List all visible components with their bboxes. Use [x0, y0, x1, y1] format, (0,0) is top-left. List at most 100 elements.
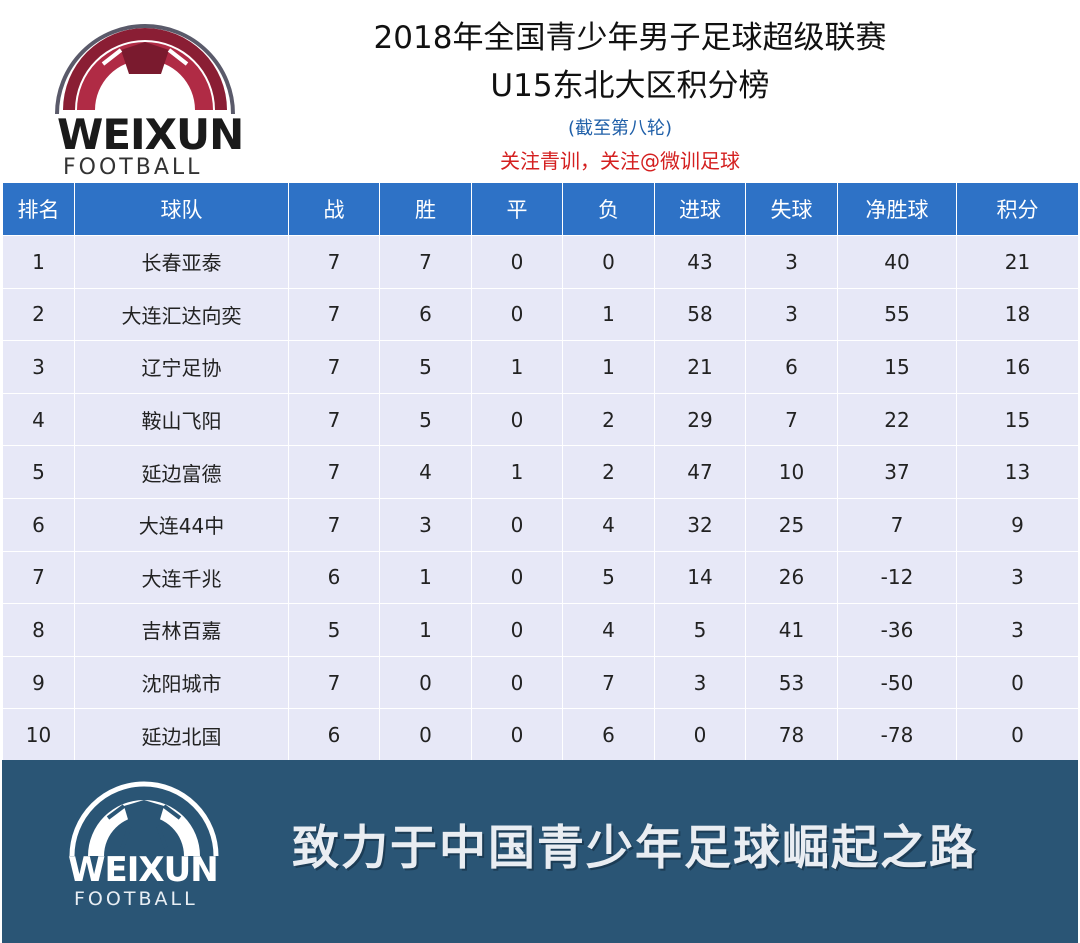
table-row: 2 大连汇达向奕 7 6 0 1 58 3 55 18 [2, 287, 1079, 342]
cell-won: 0 [379, 655, 472, 710]
cell-drawn: 0 [471, 392, 563, 447]
cell-points: 0 [956, 708, 1079, 762]
cell-drawn: 1 [471, 340, 563, 394]
cell-team: 大连千兆 [74, 550, 289, 605]
cell-points: 9 [956, 497, 1079, 552]
round-note: (截至第八轮) [567, 118, 673, 139]
cell-goal-diff: 37 [837, 445, 957, 499]
cell-goal-diff: 40 [837, 235, 957, 289]
cell-team: 大连汇达向奕 [74, 287, 289, 342]
cell-team: 延边北国 [74, 708, 289, 762]
table-row: 7 大连千兆 6 1 0 5 14 26 -12 3 [2, 550, 1079, 605]
cell-played: 6 [288, 550, 380, 605]
cell-goal-diff: 15 [837, 340, 957, 394]
cell-goal-diff: 7 [837, 497, 957, 552]
cell-points: 15 [956, 392, 1079, 447]
cell-played: 7 [288, 287, 380, 342]
logo-subtext: FOOTBALL [63, 155, 203, 180]
cell-goals-for: 14 [654, 550, 746, 605]
cell-played: 7 [288, 655, 380, 710]
col-rank: 排名 [2, 182, 75, 236]
cell-rank: 4 [2, 392, 75, 447]
cell-lost: 1 [562, 287, 655, 342]
cell-goal-diff: -36 [837, 603, 957, 657]
standings-table: 排名 球队 战 胜 平 负 进球 失球 净胜球 积分 1 长春亚泰 7 7 0 … [2, 182, 1079, 762]
cell-lost: 4 [562, 497, 655, 552]
footer-subtext: FOOTBALL [74, 888, 198, 910]
cell-goals-against: 7 [745, 392, 838, 447]
cell-team: 大连44中 [74, 497, 289, 552]
cell-goal-diff: -12 [837, 550, 957, 605]
table-row: 8 吉林百嘉 5 1 0 4 5 41 -36 3 [2, 603, 1079, 657]
cell-goal-diff: 22 [837, 392, 957, 447]
cell-lost: 6 [562, 708, 655, 762]
cell-goals-against: 41 [745, 603, 838, 657]
col-goals-for: 进球 [654, 182, 746, 236]
cell-goal-diff: -50 [837, 655, 957, 710]
cell-won: 1 [379, 603, 472, 657]
cell-points: 3 [956, 603, 1079, 657]
cell-drawn: 0 [471, 235, 563, 289]
cell-won: 5 [379, 340, 472, 394]
table-row: 3 辽宁足协 7 5 1 1 21 6 15 16 [2, 340, 1079, 394]
cell-lost: 4 [562, 603, 655, 657]
cell-rank: 5 [2, 445, 75, 499]
cell-points: 3 [956, 550, 1079, 605]
col-goal-diff: 净胜球 [837, 182, 957, 236]
table-header: 排名 球队 战 胜 平 负 进球 失球 净胜球 积分 [2, 182, 1079, 236]
cell-goals-for: 43 [654, 235, 746, 289]
footer-banner: WEIXUN FOOTBALL 致力于中国青少年足球崛起之路 [2, 760, 1078, 943]
cell-points: 21 [956, 235, 1079, 289]
cell-lost: 1 [562, 340, 655, 394]
cell-drawn: 0 [471, 497, 563, 552]
cell-played: 7 [288, 235, 380, 289]
col-lost: 负 [562, 182, 655, 236]
logo-wordmark: WEIXUN [57, 110, 244, 159]
cell-goals-against: 78 [745, 708, 838, 762]
cell-goals-for: 21 [654, 340, 746, 394]
cell-team: 辽宁足协 [74, 340, 289, 394]
page-header: WEIXUN FOOTBALL 2018年全国青少年男子足球超级联赛 U15东北… [0, 0, 1080, 182]
follow-note: 关注青训，关注@微训足球 [500, 149, 740, 173]
cell-lost: 2 [562, 392, 655, 447]
cell-team: 延边富德 [74, 445, 289, 499]
header-row: 排名 球队 战 胜 平 负 进球 失球 净胜球 积分 [2, 182, 1079, 236]
cell-drawn: 0 [471, 708, 563, 762]
cell-played: 7 [288, 497, 380, 552]
cell-goals-against: 10 [745, 445, 838, 499]
col-drawn: 平 [471, 182, 563, 236]
cell-played: 6 [288, 708, 380, 762]
cell-goals-for: 3 [654, 655, 746, 710]
cell-drawn: 0 [471, 655, 563, 710]
cell-points: 18 [956, 287, 1079, 342]
cell-rank: 2 [2, 287, 75, 342]
cell-goals-against: 3 [745, 287, 838, 342]
cell-lost: 0 [562, 235, 655, 289]
cell-goal-diff: 55 [837, 287, 957, 342]
cell-lost: 5 [562, 550, 655, 605]
cell-played: 7 [288, 340, 380, 394]
cell-won: 5 [379, 392, 472, 447]
cell-drawn: 0 [471, 550, 563, 605]
table-row: 10 延边北国 6 0 0 6 0 78 -78 0 [2, 708, 1079, 762]
cell-drawn: 1 [471, 445, 563, 499]
slogan-text: 致力于中国青少年足球崛起之路 [292, 821, 978, 876]
cell-points: 0 [956, 655, 1079, 710]
cell-goals-for: 29 [654, 392, 746, 447]
cell-goals-against: 3 [745, 235, 838, 289]
table-row: 5 延边富德 7 4 1 2 47 10 37 13 [2, 445, 1079, 499]
cell-played: 7 [288, 392, 380, 447]
cell-goal-diff: -78 [837, 708, 957, 762]
cell-goals-for: 58 [654, 287, 746, 342]
page-title: 2018年全国青少年男子足球超级联赛 [373, 20, 887, 56]
cell-drawn: 0 [471, 287, 563, 342]
cell-points: 13 [956, 445, 1079, 499]
cell-rank: 7 [2, 550, 75, 605]
cell-drawn: 0 [471, 603, 563, 657]
cell-goals-against: 6 [745, 340, 838, 394]
table-row: 1 长春亚泰 7 7 0 0 43 3 40 21 [2, 235, 1079, 289]
cell-played: 7 [288, 445, 380, 499]
cell-team: 吉林百嘉 [74, 603, 289, 657]
cell-rank: 3 [2, 340, 75, 394]
cell-lost: 2 [562, 445, 655, 499]
